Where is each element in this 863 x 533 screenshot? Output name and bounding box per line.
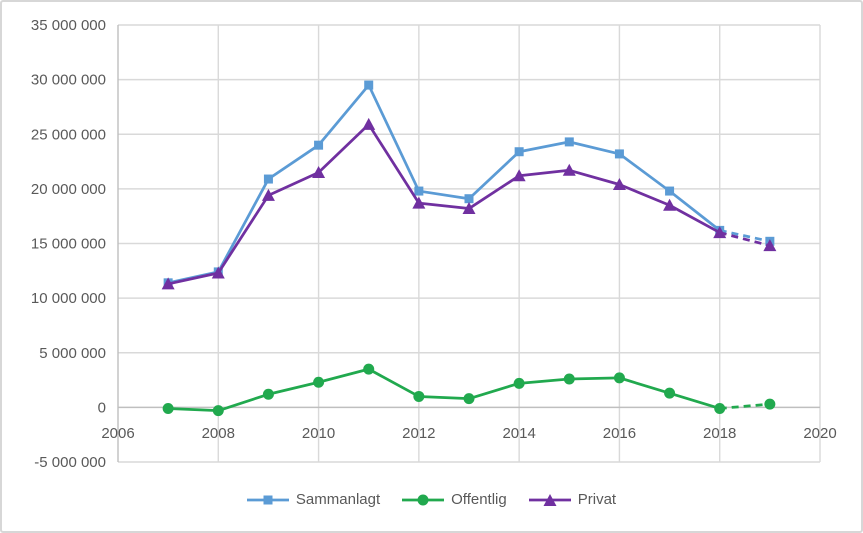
x-tick-label: 2016 [603,425,636,442]
y-tick-label: 30 000 000 [31,72,106,89]
legend-item-sammanlagt: Sammanlagt [246,491,381,508]
x-tick-label: 2010 [302,425,335,442]
x-tick-label: 2014 [502,425,535,442]
marker-offentlig-2014 [513,377,525,389]
x-tick-label: 2020 [803,425,836,442]
y-tick-label: 20 000 000 [31,181,106,198]
marker-privat-2010 [312,165,326,178]
marker-offentlig-2018 [714,402,726,414]
marker-privat-2016 [612,178,626,191]
marker-offentlig-2010 [313,376,325,388]
privat-line-marker-icon [528,493,571,506]
legend-label-offentlig: Offentlig [451,491,507,508]
y-tick-label: 25 000 000 [31,126,106,143]
marker-privat-2018 [713,226,727,239]
sammanlagt-line-marker-icon [246,495,289,504]
marker-offentlig-2008 [212,405,224,417]
x-tick-label: 2018 [703,425,736,442]
marker-sammanlagt-2011 [364,80,374,90]
marker-sammanlagt-2014 [514,147,524,157]
y-tick-label: 5 000 000 [39,345,106,362]
x-tick-label: 2012 [402,425,435,442]
y-tick-label: -5 000 000 [34,454,106,471]
marker-sammanlagt-2012 [414,186,424,196]
legend-marker-icon [543,493,557,506]
legend-label-privat: Privat [577,491,617,508]
marker-privat-2008 [211,266,225,279]
marker-sammanlagt-2009 [263,174,273,184]
marker-privat-2007 [161,277,175,290]
series-sammanlagt-dashed-line [719,229,771,243]
marker-sammanlagt-2016 [614,149,624,159]
marker-offentlig-2007 [162,402,174,414]
legend-marker-icon [263,495,273,504]
marker-sammanlagt-2010 [314,140,324,150]
marker-offentlig-2017 [664,387,676,399]
marker-privat-2015 [562,163,576,176]
marker-offentlig-2016 [613,372,625,384]
x-tick-label: 2006 [101,425,134,442]
series-privat-line [167,123,721,286]
marker-privat-2013 [462,202,476,215]
legend-label-sammanlagt: Sammanlagt [295,491,381,508]
marker-sammanlagt-2015 [564,137,574,147]
series-privat-dashed-line [719,231,771,248]
marker-sammanlagt-2013 [464,194,474,204]
y-tick-label: 15 000 000 [31,236,106,253]
marker-offentlig-2019 [764,398,776,410]
y-tick-label: 35 000 000 [31,17,106,34]
marker-privat-2019 [763,239,777,252]
marker-privat-2017 [663,198,677,211]
x-tick-label: 2008 [202,425,235,442]
series-offentlig-dashed-line [719,402,770,410]
marker-offentlig-2015 [563,373,575,385]
marker-sammanlagt-2017 [665,186,675,196]
marker-privat-2011 [362,117,376,130]
marker-offentlig-2009 [262,388,274,400]
marker-privat-2014 [512,169,526,182]
legend-item-privat: Privat [528,491,617,508]
series-sammanlagt-line [167,83,721,285]
legend-item-offentlig: Offentlig [402,492,507,507]
offentlig-line-marker-icon [402,494,445,505]
y-tick-label: 0 [98,399,106,416]
legend-marker-icon [417,494,429,505]
marker-privat-2009 [261,188,275,201]
y-tick-label: 10 000 000 [31,290,106,307]
marker-offentlig-2013 [463,393,475,405]
marker-offentlig-2011 [363,363,375,375]
marker-privat-2012 [412,196,426,209]
series-offentlig-line [168,367,721,413]
legend: Sammanlagt Offentlig Privat [2,492,861,507]
marker-offentlig-2012 [413,390,425,402]
